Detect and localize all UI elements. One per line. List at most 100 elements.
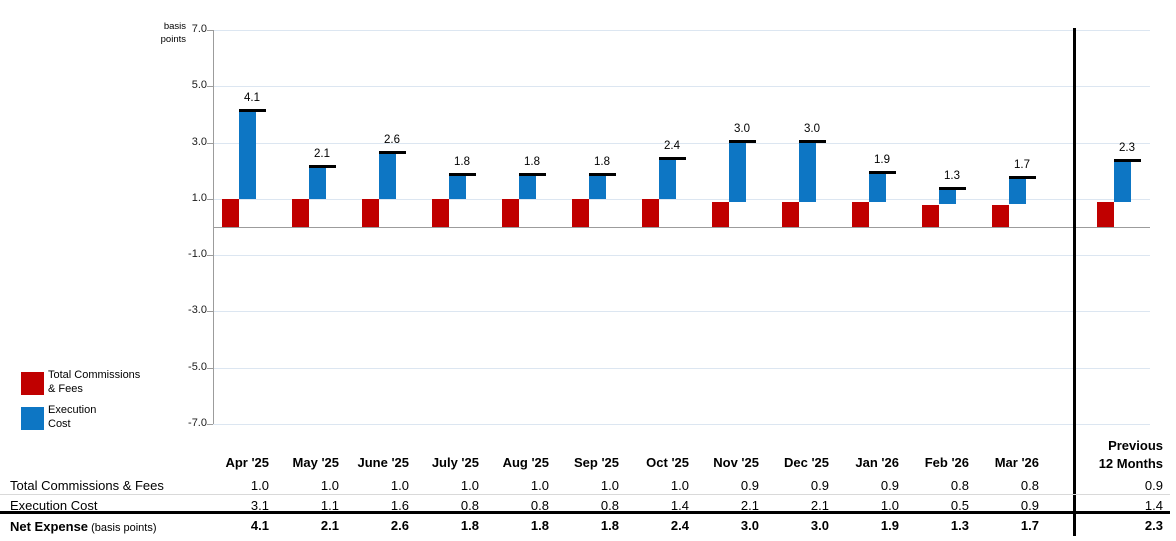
gridline-3.0	[213, 143, 1150, 144]
net-expense-marker	[729, 139, 756, 143]
table-cell: 0.5	[950, 498, 969, 513]
gridline--1.0	[213, 255, 1150, 256]
table-cell: 0.9	[880, 478, 899, 493]
table-cell: 1.1	[320, 498, 339, 513]
table-cell: 1.4	[1144, 498, 1163, 513]
net-expense-marker	[1009, 176, 1036, 180]
bar-execution-cost	[799, 142, 816, 202]
bar-execution-cost	[1009, 179, 1026, 205]
gridline--7.0	[213, 424, 1150, 425]
bar-execution-cost	[519, 176, 536, 199]
y-axis-label: 3.0	[191, 136, 207, 148]
table-col-header: Oct '25	[646, 455, 689, 470]
table-cell: 1.0	[600, 478, 619, 493]
table-cell: 1.0	[320, 478, 339, 493]
bar-execution-cost	[869, 173, 886, 202]
table-cell: 1.0	[460, 478, 479, 493]
net-expense-marker	[309, 164, 336, 168]
bar-value-label: 1.8	[524, 156, 540, 169]
y-axis-tick	[207, 199, 213, 200]
table-row-label-execution: Execution Cost	[10, 498, 98, 513]
bar-value-label: 2.6	[384, 133, 400, 146]
table-cell: 0.8	[600, 498, 619, 513]
table-cell: 0.9	[1144, 478, 1163, 493]
bar-value-label: 2.4	[664, 139, 680, 152]
table-cell: 2.1	[740, 498, 759, 513]
table-cell: 4.1	[250, 518, 269, 533]
net-expense-marker	[519, 173, 546, 177]
bar-execution-cost	[729, 142, 746, 202]
table-col-header: Mar '26	[994, 455, 1039, 470]
table-col-header: July '25	[431, 455, 479, 470]
table-cell: 0.9	[740, 478, 759, 493]
table-cell: 1.0	[670, 478, 689, 493]
bar-total-commissions-fees	[292, 198, 309, 227]
bar-total-commissions-fees	[782, 201, 799, 227]
bar-value-label: 1.7	[1014, 159, 1030, 172]
table-cell: 1.0	[250, 478, 269, 493]
y-axis-label: 5.0	[191, 79, 207, 91]
table-cell: 0.9	[810, 478, 829, 493]
bar-execution-cost	[309, 167, 326, 199]
table-col-header: Aug '25	[502, 455, 549, 470]
table-cell: 2.6	[390, 518, 409, 533]
table-col-header: Apr '25	[225, 455, 269, 470]
bar-execution-cost	[589, 176, 606, 199]
table-col-header: June '25	[357, 455, 409, 470]
y-axis-label: -7.0	[188, 417, 207, 429]
net-expense-marker	[939, 187, 966, 191]
y-axis-line	[213, 30, 214, 424]
table-cell: 0.8	[1020, 478, 1039, 493]
bar-execution-cost	[449, 176, 466, 199]
bar-total-commissions-fees	[922, 204, 939, 227]
table-separator-light	[0, 494, 1170, 495]
bar-total-commissions-fees	[712, 201, 729, 227]
bar-total-commissions-fees	[852, 201, 869, 227]
bar-value-label: 1.3	[944, 170, 960, 183]
x-axis-zero-line	[213, 227, 1150, 228]
legend-swatch-commissions	[21, 372, 44, 395]
net-expense-marker	[659, 156, 686, 160]
table-row-label-commissions: Total Commissions & Fees	[10, 478, 164, 493]
bar-execution-cost	[1114, 162, 1131, 202]
y-axis-tick	[207, 311, 213, 312]
table-cell: 2.1	[320, 518, 339, 533]
bar-total-commissions-fees	[1097, 201, 1114, 227]
table-cell: 3.0	[810, 518, 829, 533]
table-cell: 2.1	[810, 498, 829, 513]
bar-total-commissions-fees	[992, 204, 1009, 227]
y-axis-tick	[207, 86, 213, 87]
y-axis-title: basis points	[116, 21, 186, 46]
table-col-header: Feb '26	[924, 455, 969, 470]
y-axis-tick	[207, 424, 213, 425]
net-expense-unit-note: (basis points)	[88, 522, 157, 534]
table-cell: 2.4	[670, 518, 689, 533]
bar-total-commissions-fees	[362, 198, 379, 227]
table-cell: 1.7	[1020, 518, 1039, 533]
table-cell: 1.0	[530, 478, 549, 493]
net-expense-marker	[1114, 159, 1141, 163]
y-axis-label: -3.0	[188, 304, 207, 316]
net-expense-marker	[379, 150, 406, 154]
bar-value-label: 1.9	[874, 153, 890, 166]
bar-execution-cost	[379, 153, 396, 199]
table-cell: 3.0	[740, 518, 759, 533]
bar-total-commissions-fees	[502, 198, 519, 227]
y-axis-tick	[207, 143, 213, 144]
net-expense-marker	[239, 108, 266, 112]
bar-execution-cost	[239, 111, 256, 199]
bar-total-commissions-fees	[222, 198, 239, 227]
legend-label-commissions: Total Commissions & Fees	[48, 369, 141, 395]
table-col-header: Dec '25	[783, 455, 829, 470]
gridline-7.0	[213, 30, 1150, 31]
y-axis-tick	[207, 368, 213, 369]
bar-total-commissions-fees	[642, 198, 659, 227]
net-expense-marker	[589, 173, 616, 177]
bar-execution-cost	[659, 159, 676, 199]
bar-value-label: 1.8	[454, 156, 470, 169]
table-cell: 2.3	[1144, 518, 1163, 533]
table-cell: 0.9	[1020, 498, 1039, 513]
net-expense-marker	[869, 170, 896, 174]
net-expense-marker	[799, 139, 826, 143]
